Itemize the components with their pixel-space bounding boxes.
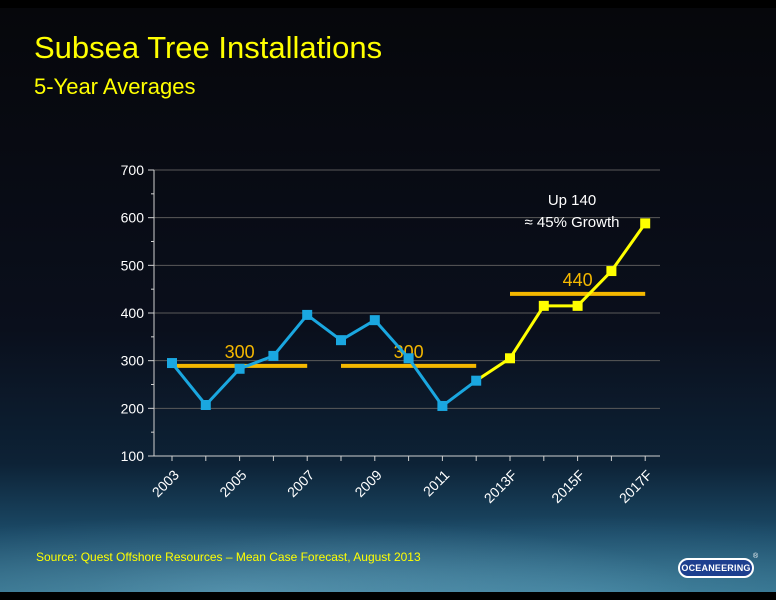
y-tick-label: 500 [121,257,145,273]
data-point [606,266,617,277]
x-tick-label: 2015F [548,467,587,506]
data-point [369,315,380,326]
data-point [268,350,279,361]
x-tick-label: 2011 [420,467,453,500]
data-point [572,300,583,311]
source-note: Source: Quest Offshore Resources – Mean … [36,550,421,564]
average-label: 440 [563,270,593,290]
y-tick-label: 100 [121,448,145,464]
y-tick-label: 300 [121,353,145,369]
x-tick-label: 2003 [149,467,182,500]
data-point [640,218,651,229]
data-point [437,400,448,411]
registered-mark: ® [753,553,759,560]
data-point [200,399,211,410]
annotation-line-1: Up 140 [548,192,596,209]
x-tick-label: 2013F [481,467,520,506]
series-line [475,222,647,382]
data-point [538,300,549,311]
logo-text: OCEANEERING [681,563,751,573]
average-label: 300 [225,342,255,362]
data-point [167,358,177,369]
x-tick-label: 2007 [284,467,317,500]
data-point [336,335,346,346]
x-tick-label: 2005 [216,467,249,500]
data-point [505,353,515,364]
y-tick-label: 400 [121,305,145,321]
y-tick-label: 700 [121,162,145,178]
slide-title: Subsea Tree Installations [34,30,383,65]
x-tick-label: 2017F [616,467,655,506]
series-line [170,313,478,408]
data-point [471,375,482,386]
data-point [302,309,313,320]
y-tick-label: 200 [121,400,145,416]
average-label: 300 [394,342,424,362]
x-tick-label: 2009 [351,467,384,500]
data-point [403,353,414,364]
data-point [234,363,245,374]
slide-background: Subsea Tree Installations 5-Year Average… [0,8,776,592]
slide-subtitle: 5-Year Averages [34,74,196,99]
oceaneering-logo: OCEANEERING [678,558,754,578]
y-tick-label: 600 [121,210,145,226]
annotation-line-2: ≈ 45% Growth [525,214,620,231]
